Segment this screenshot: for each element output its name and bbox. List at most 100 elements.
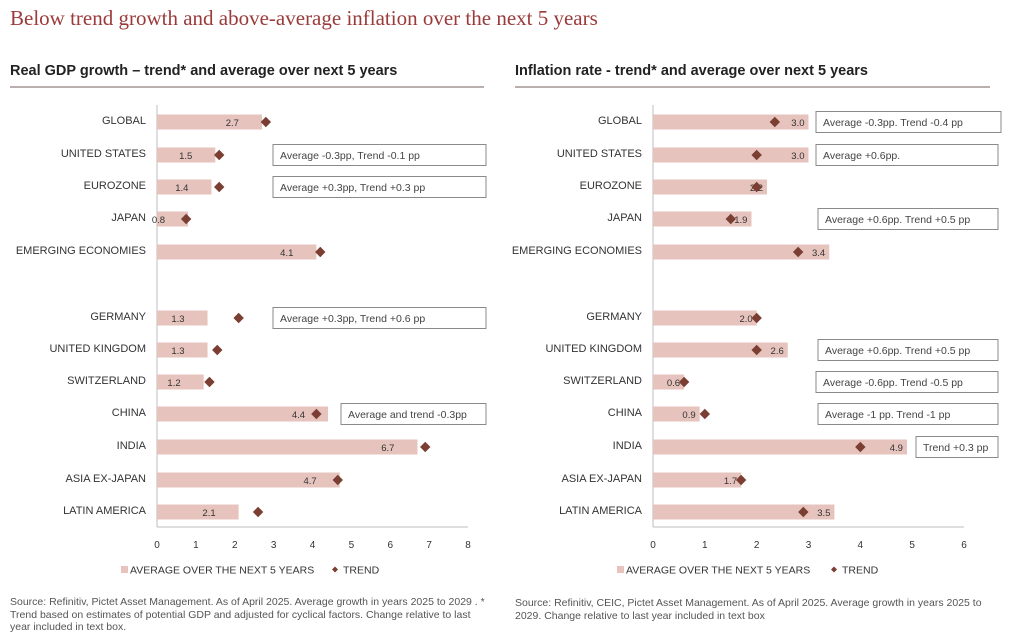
trend-marker-germany xyxy=(751,312,762,324)
category-label-switzerland: SWITZERLAND xyxy=(563,375,642,387)
bar-japan xyxy=(157,211,189,227)
bar-asia-ex-japan xyxy=(653,472,742,488)
bar-united-states xyxy=(653,147,809,163)
category-label-india: INDIA xyxy=(613,440,643,452)
legend-label-trend: TREND xyxy=(343,565,380,577)
annotation-box-united-kingdom xyxy=(817,339,999,361)
bar-eurozone xyxy=(157,179,212,195)
category-label-united-kingdom: UNITED KINGDOM xyxy=(545,343,642,355)
trend-marker-switzerland xyxy=(204,376,215,388)
bar-united-kingdom xyxy=(653,342,788,358)
x-tick-label-3: 3 xyxy=(271,540,277,551)
trend-marker-global xyxy=(769,116,781,128)
category-label-emerging-economies: EMERGING ECONOMIES xyxy=(512,245,642,257)
annotation-text-germany: Average +0.3pp, Trend +0.6 pp xyxy=(280,313,425,325)
trend-marker-china xyxy=(311,408,322,420)
category-label-china: CHINA xyxy=(112,407,147,419)
category-label-germany: GERMANY xyxy=(90,311,146,323)
annotation-box-india xyxy=(915,436,999,458)
inflation-source-note: Source: Refinitiv, CEIC, Pictet Asset Ma… xyxy=(515,597,982,622)
value-label-united-states: 3.0 xyxy=(791,151,804,162)
value-label-latin-america: 2.1 xyxy=(202,508,215,519)
category-label-india: INDIA xyxy=(117,440,147,452)
x-tick-label-0: 0 xyxy=(650,540,656,551)
annotation-text-china: Average -1 pp. Trend -1 pp xyxy=(825,409,950,421)
annotation-text-united-kingdom: Average +0.6pp. Trend +0.5 pp xyxy=(825,345,970,357)
x-tick-label-5: 5 xyxy=(909,540,915,551)
category-label-global: GLOBAL xyxy=(598,115,642,127)
x-tick-label-7: 7 xyxy=(426,540,432,551)
trend-marker-united-states xyxy=(214,149,225,161)
trend-marker-germany xyxy=(233,312,244,324)
value-label-germany: 2.0 xyxy=(739,314,752,325)
category-label-eurozone: EUROZONE xyxy=(84,180,146,192)
legend-label-average: AVERAGE OVER THE NEXT 5 YEARS xyxy=(130,565,314,577)
annotation-box-united-states xyxy=(815,144,999,166)
trend-marker-eurozone xyxy=(214,181,225,193)
bar-india xyxy=(653,439,907,455)
gdp-source-note: Source: Refinitiv, Pictet Asset Manageme… xyxy=(10,596,485,633)
annotation-text-global: Average -0.3pp. Trend -0.4 pp xyxy=(823,117,963,129)
bar-india xyxy=(157,439,418,455)
value-label-china: 0.9 xyxy=(682,410,695,421)
trend-marker-india xyxy=(855,441,866,453)
value-label-switzerland: 1.2 xyxy=(167,378,180,389)
bar-united-states xyxy=(157,147,216,163)
annotation-text-united-states: Average +0.6pp. xyxy=(823,150,900,162)
x-tick-label-6: 6 xyxy=(387,540,393,551)
gdp-title-rule xyxy=(10,86,484,88)
gdp-panel-title: Real GDP growth – trend* and average ove… xyxy=(10,63,398,79)
trend-marker-united-kingdom xyxy=(212,344,223,356)
annotation-text-eurozone: Average +0.3pp, Trend +0.3 pp xyxy=(280,182,425,194)
value-label-germany: 1.3 xyxy=(171,314,184,325)
x-tick-label-2: 2 xyxy=(754,540,760,551)
x-tick-label-2: 2 xyxy=(232,540,238,551)
value-label-india: 4.9 xyxy=(890,443,903,454)
annotation-text-china: Average and trend -0.3pp xyxy=(348,409,467,421)
annotation-box-switzerland xyxy=(815,371,999,393)
value-label-united-kingdom: 2.6 xyxy=(771,346,784,357)
bar-germany xyxy=(157,310,208,326)
legend-swatch-average xyxy=(617,566,624,573)
annotation-text-united-states: Average -0.3pp, Trend -0.1 pp xyxy=(280,150,420,162)
legend-label-average: AVERAGE OVER THE NEXT 5 YEARS xyxy=(626,565,810,577)
bar-china xyxy=(653,406,700,422)
bar-eurozone xyxy=(653,179,768,195)
x-tick-label-6: 6 xyxy=(961,540,967,551)
value-label-asia-ex-japan: 4.7 xyxy=(303,476,316,487)
bar-latin-america xyxy=(157,504,239,520)
value-label-latin-america: 3.5 xyxy=(817,508,830,519)
category-label-emerging-economies: EMERGING ECONOMIES xyxy=(16,245,146,257)
inflation-title-rule xyxy=(515,86,990,88)
bar-emerging-economies xyxy=(157,244,317,260)
trend-marker-japan xyxy=(725,213,736,225)
trend-marker-china xyxy=(699,408,711,420)
bar-asia-ex-japan xyxy=(157,472,340,488)
page-title: Below trend growth and above-average inf… xyxy=(10,6,598,30)
value-label-china: 4.4 xyxy=(292,410,305,421)
trend-marker-emerging-economies xyxy=(792,246,804,258)
trend-marker-latin-america xyxy=(252,506,264,518)
x-tick-label-1: 1 xyxy=(702,540,708,551)
value-label-japan: 0.8 xyxy=(152,215,165,226)
value-label-japan: 1.9 xyxy=(734,215,747,226)
x-tick-label-4: 4 xyxy=(310,540,316,551)
x-tick-label-0: 0 xyxy=(154,540,160,551)
annotation-text-switzerland: Average -0.6pp. Trend -0.5 pp xyxy=(823,377,963,389)
trend-marker-asia-ex-japan xyxy=(332,474,343,486)
trend-marker-switzerland xyxy=(678,376,690,388)
bar-emerging-economies xyxy=(653,244,830,260)
category-label-japan: JAPAN xyxy=(607,212,642,224)
bar-japan xyxy=(653,211,752,227)
bar-china xyxy=(157,406,329,422)
annotation-box-china xyxy=(340,403,487,425)
value-label-global: 2.7 xyxy=(226,118,239,129)
category-label-asia-ex-japan: ASIA EX-JAPAN xyxy=(66,473,147,485)
category-label-switzerland: SWITZERLAND xyxy=(67,375,146,387)
annotation-box-united-states xyxy=(272,144,487,166)
legend-swatch-trend xyxy=(332,566,338,573)
annotation-text-japan: Average +0.6pp. Trend +0.5 pp xyxy=(825,214,970,226)
bar-global xyxy=(653,114,809,130)
category-label-latin-america: LATIN AMERICA xyxy=(63,505,147,517)
